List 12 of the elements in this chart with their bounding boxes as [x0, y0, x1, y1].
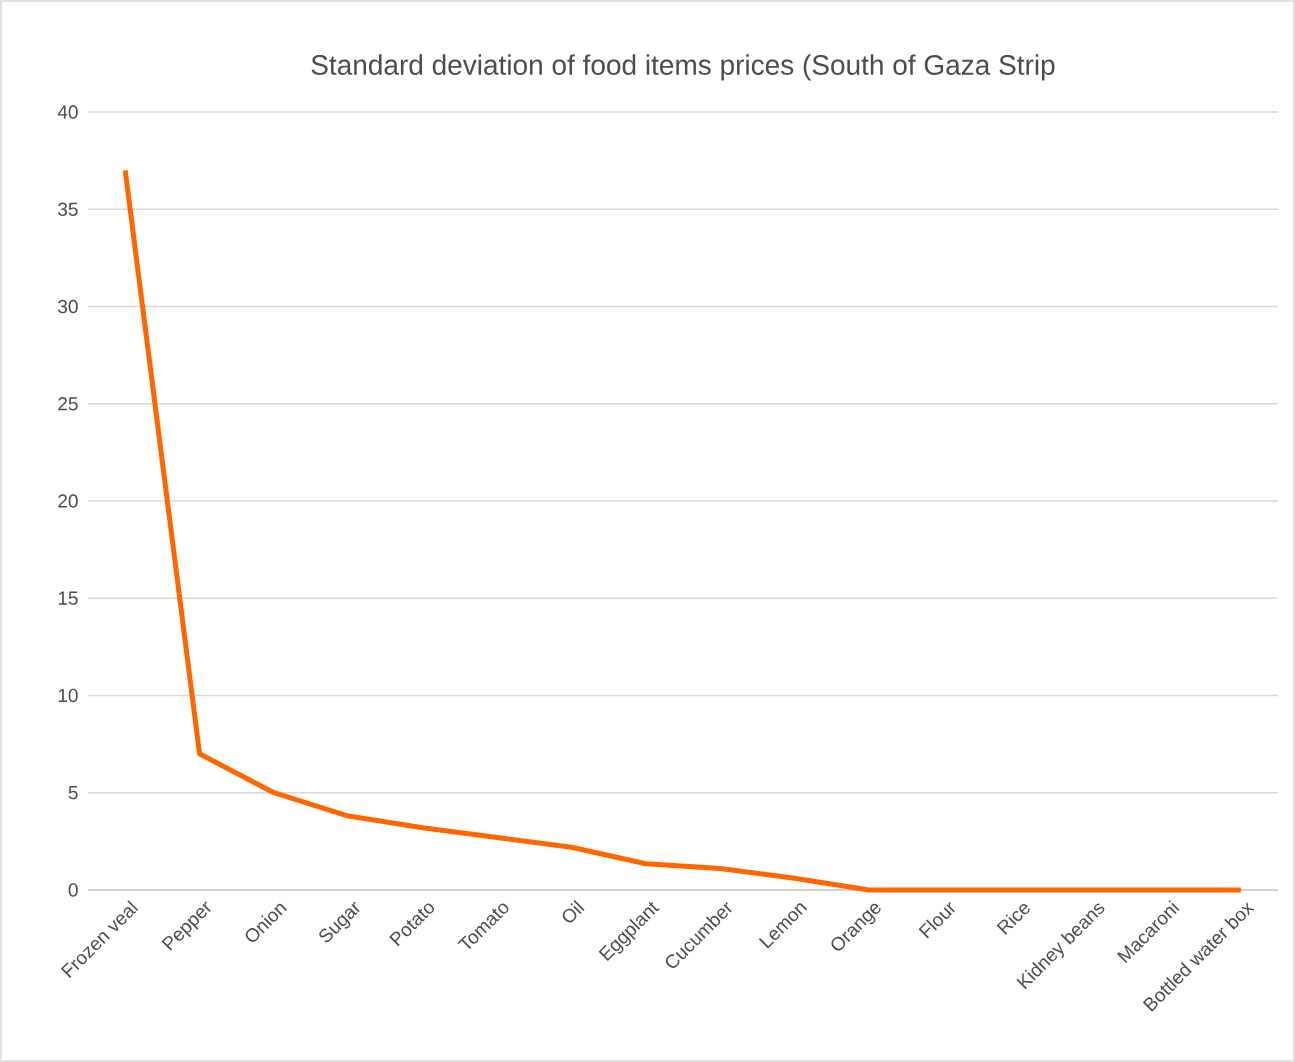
y-tick-label: 40 [57, 105, 78, 119]
y-tick-label: 25 [58, 397, 78, 411]
y-tick-label: 0 [68, 883, 78, 897]
x-tick-label: Oil [562, 900, 585, 923]
y-tick-label: 20 [58, 494, 78, 508]
y-tick-label: 15 [58, 591, 78, 605]
y-tick-label: 30 [58, 299, 78, 314]
y-tick-label: 35 [58, 202, 78, 216]
y-tick-label: 5 [68, 786, 78, 800]
chart-title: Standard deviation of food items prices (South of Gaza Strip [311, 54, 1055, 81]
x-tick-label: Rice [996, 904, 1030, 935]
y-tick-label: 10 [58, 688, 78, 703]
